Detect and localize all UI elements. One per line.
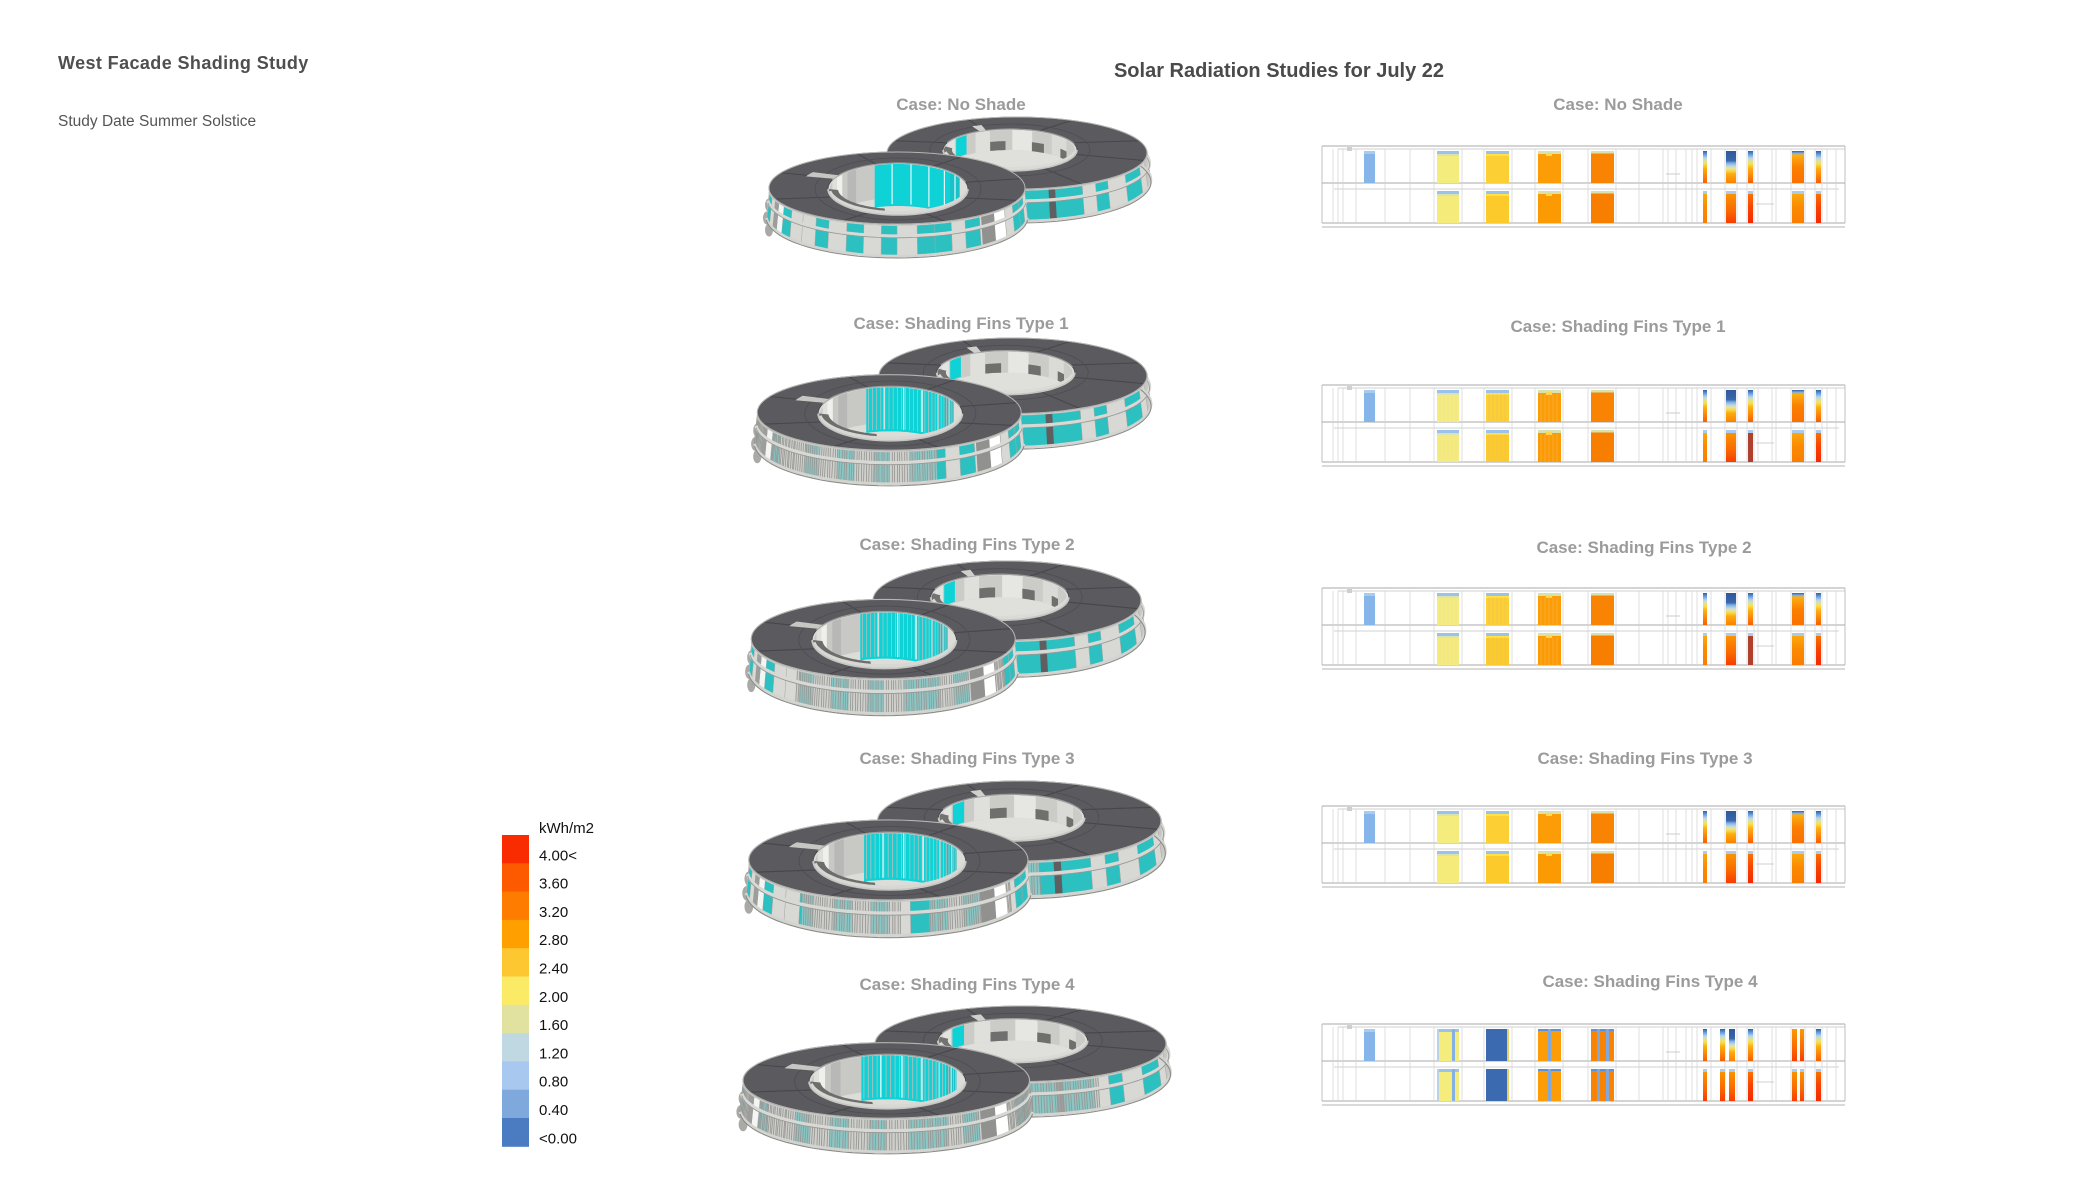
- svg-text:Case: Shading Fins Type 3: Case: Shading Fins Type 3: [1537, 749, 1752, 768]
- svg-text:Solar Radiation Studies for Ju: Solar Radiation Studies for July 22: [1114, 60, 1444, 82]
- svg-text:kWh/m2: kWh/m2: [539, 820, 594, 837]
- svg-text:2.80: 2.80: [539, 932, 568, 949]
- svg-text:Case: No Shade: Case: No Shade: [1553, 95, 1682, 114]
- svg-text:West Facade Shading Study: West Facade Shading Study: [58, 53, 309, 73]
- svg-text:Study Date Summer Solstice: Study Date Summer Solstice: [58, 113, 256, 130]
- svg-text:1.20: 1.20: [539, 1045, 568, 1062]
- svg-text:2.00: 2.00: [539, 989, 568, 1006]
- svg-text:Case: Shading Fins Type 3: Case: Shading Fins Type 3: [859, 749, 1074, 768]
- svg-text:2.40: 2.40: [539, 961, 568, 978]
- svg-text:1.60: 1.60: [539, 1017, 568, 1034]
- svg-text:3.60: 3.60: [539, 876, 568, 893]
- svg-text:Case: No Shade: Case: No Shade: [896, 95, 1025, 114]
- svg-text:Case: Shading Fins Type 2: Case: Shading Fins Type 2: [859, 535, 1074, 554]
- svg-text:Case: Shading Fins Type 1: Case: Shading Fins Type 1: [853, 314, 1068, 333]
- svg-text:0.40: 0.40: [539, 1102, 568, 1119]
- svg-text:Case: Shading Fins Type 4: Case: Shading Fins Type 4: [1542, 972, 1758, 991]
- svg-text:Case: Shading Fins Type 1: Case: Shading Fins Type 1: [1510, 317, 1725, 336]
- svg-text:<0.00: <0.00: [539, 1130, 577, 1147]
- svg-text:3.20: 3.20: [539, 904, 568, 921]
- svg-text:Case: Shading Fins Type 2: Case: Shading Fins Type 2: [1536, 538, 1751, 557]
- svg-text:0.80: 0.80: [539, 1074, 568, 1091]
- svg-text:4.00<: 4.00<: [539, 847, 577, 864]
- svg-text:Case: Shading Fins Type 4: Case: Shading Fins Type 4: [859, 975, 1075, 994]
